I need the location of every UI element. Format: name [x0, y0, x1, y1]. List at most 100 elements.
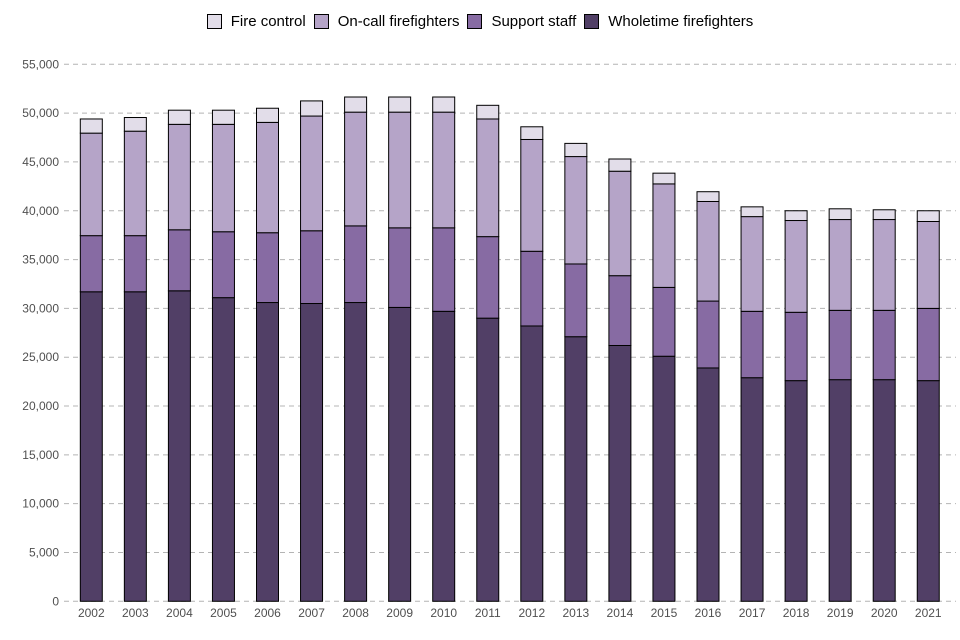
bar-fire-control-2020: [872, 209, 896, 221]
legend-label-support-staff: Support staff: [491, 12, 577, 30]
x-tick-label: 2002: [78, 606, 105, 620]
bar-stack-2013: [564, 142, 588, 602]
x-tick-label: 2020: [871, 606, 898, 620]
bar-support-staff-2010: [432, 227, 456, 312]
x-tick-label: 2021: [915, 606, 942, 620]
legend-label-on-call-firefighters: On-call firefighters: [337, 12, 460, 30]
x-tick-label: 2005: [210, 606, 237, 620]
bar-wholetime-firefighters-2021: [916, 380, 940, 602]
legend-item-wholetime-firefighters: Wholetime firefighters: [584, 13, 753, 30]
bar-on-call-firefighters-2007: [300, 115, 324, 232]
bar-support-staff-2014: [608, 275, 632, 346]
bar-wholetime-firefighters-2011: [476, 317, 500, 602]
y-tick-label: 25,000: [22, 350, 59, 364]
bar-support-staff-2007: [300, 230, 324, 305]
bar-fire-control-2008: [344, 96, 368, 113]
bar-fire-control-2021: [916, 210, 940, 222]
bar-support-staff-2020: [872, 309, 896, 381]
bar-on-call-firefighters-2021: [916, 220, 940, 309]
bar-on-call-firefighters-2008: [344, 111, 368, 227]
x-tick-label: 2016: [695, 606, 722, 620]
bar-fire-control-2003: [123, 117, 147, 132]
x-tick-label: 2019: [827, 606, 854, 620]
y-tick-label: 10,000: [22, 497, 59, 511]
bar-on-call-firefighters-2020: [872, 219, 896, 311]
bar-stack-2010: [432, 96, 456, 602]
bar-wholetime-firefighters-2007: [300, 303, 324, 602]
y-tick-label: 30,000: [22, 301, 59, 315]
bar-wholetime-firefighters-2014: [608, 344, 632, 602]
bar-on-call-firefighters-2002: [79, 132, 103, 237]
bar-on-call-firefighters-2004: [167, 123, 191, 231]
bar-stack-2006: [256, 107, 279, 602]
gridlines: [64, 63, 956, 602]
bar-wholetime-firefighters-2004: [167, 290, 191, 602]
bar-stack-2009: [388, 96, 412, 602]
bar-on-call-firefighters-2017: [740, 216, 764, 312]
bar-on-call-firefighters-2019: [828, 219, 852, 311]
x-tick-label: 2009: [386, 606, 413, 620]
bar-stack-2018: [784, 210, 808, 602]
bar-on-call-firefighters-2010: [432, 111, 456, 229]
bar-wholetime-firefighters-2019: [828, 379, 852, 602]
bar-support-staff-2015: [652, 286, 676, 357]
bar-support-staff-2006: [256, 232, 279, 304]
bar-on-call-firefighters-2013: [564, 156, 588, 265]
x-tick-label: 2015: [651, 606, 678, 620]
x-axis-ticks: 2002 2003 2004 2005 2006 2007 2008 2009 2010 2011…: [78, 606, 942, 620]
bar-fire-control-2005: [211, 109, 235, 125]
x-tick-label: 2006: [254, 606, 281, 620]
x-tick-label: 2008: [342, 606, 369, 620]
x-tick-label: 2013: [562, 606, 589, 620]
legend-item-support-staff: Support staff: [467, 13, 576, 30]
y-tick-label: 45,000: [22, 155, 59, 169]
bar-stack-2015: [652, 172, 676, 602]
bar-stack-2012: [520, 126, 544, 602]
y-tick-label: 0: [52, 594, 59, 608]
bar-support-staff-2012: [520, 250, 544, 327]
bar-stack-2016: [696, 191, 720, 602]
legend-item-fire-control: Fire control: [206, 13, 306, 30]
bar-stack-2008: [344, 96, 368, 602]
x-tick-label: 2010: [430, 606, 457, 620]
bar-on-call-firefighters-2015: [652, 183, 676, 288]
bar-fire-control-2002: [79, 118, 103, 134]
bar-support-staff-2013: [564, 263, 588, 338]
x-tick-label: 2011: [475, 606, 501, 620]
bar-fire-control-2004: [167, 109, 191, 125]
x-tick-label: 2004: [166, 606, 193, 620]
bar-fire-control-2018: [784, 210, 808, 222]
bar-on-call-firefighters-2005: [211, 123, 235, 233]
bar-wholetime-firefighters-2008: [344, 302, 368, 602]
bar-wholetime-firefighters-2012: [520, 325, 544, 602]
bar-on-call-firefighters-2016: [696, 200, 720, 302]
y-tick-label: 55,000: [22, 57, 59, 71]
bar-wholetime-firefighters-2006: [256, 302, 279, 602]
legend-item-on-call-firefighters: On-call firefighters: [313, 12, 460, 30]
bar-stack-2002: [79, 118, 103, 602]
legend-swatch-support-staff: [467, 13, 483, 29]
bar-on-call-firefighters-2018: [784, 220, 808, 313]
bar-on-call-firefighters-2011: [476, 118, 500, 238]
bar-wholetime-firefighters-2005: [211, 297, 235, 602]
y-tick-label: 35,000: [22, 253, 59, 267]
bar-stack-2011: [476, 104, 500, 602]
bar-fire-control-2010: [432, 96, 456, 113]
bar-wholetime-firefighters-2017: [740, 377, 764, 602]
bar-stack-2017: [740, 206, 764, 602]
bar-on-call-firefighters-2012: [520, 138, 544, 252]
legend-swatch-wholetime-firefighters: [584, 13, 600, 29]
bars: [79, 96, 940, 602]
bar-fire-control-2016: [696, 191, 720, 202]
bar-support-staff-2019: [828, 309, 852, 381]
bar-fire-control-2019: [828, 208, 852, 221]
bar-wholetime-firefighters-2016: [696, 367, 720, 602]
y-tick-label: 40,000: [22, 204, 59, 218]
bar-support-staff-2004: [167, 229, 191, 292]
bar-support-staff-2008: [344, 225, 368, 304]
y-tick-label: 50,000: [22, 106, 59, 120]
bar-on-call-firefighters-2006: [256, 121, 279, 234]
bar-stack-2014: [608, 158, 632, 602]
legend-swatch-fire-control: [206, 13, 222, 29]
